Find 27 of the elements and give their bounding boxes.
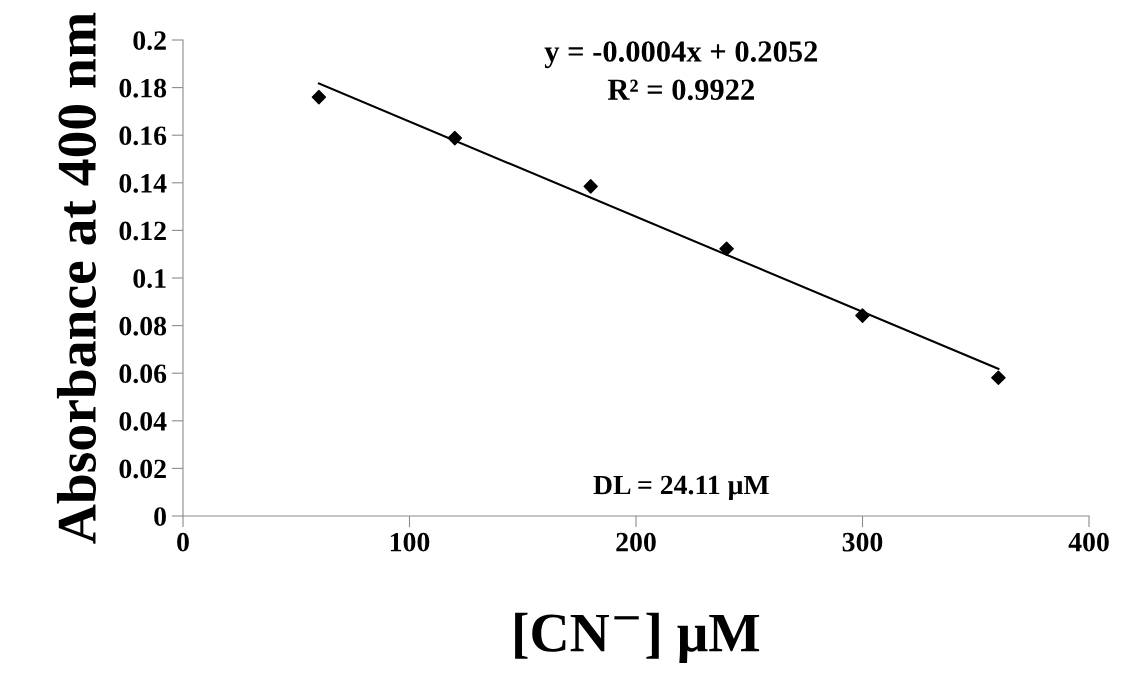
annotation: y = -0.0004x + 0.2052	[544, 41, 818, 69]
y-axis-title: Absorbance at 400 nm	[56, 12, 97, 544]
y-tick-label: 0.08	[119, 316, 167, 336]
y-tick-label: 0.16	[119, 126, 167, 146]
y-tick-label: 0.2	[133, 31, 166, 51]
x-tick-label: 0	[177, 532, 189, 552]
y-tick-label: 0.1	[133, 269, 166, 289]
x-tick-label: 100	[390, 532, 430, 552]
point	[719, 241, 734, 257]
point	[447, 130, 463, 146]
y-tick-label: 0.06	[119, 364, 167, 384]
y-tick-label: 0.02	[119, 459, 166, 479]
point	[991, 370, 1006, 386]
y-tick-label: 0.14	[119, 173, 167, 193]
annotation: R² = 0.9922	[607, 79, 754, 101]
x-tick-label: 200	[616, 532, 656, 552]
y-tick-label: 0	[154, 507, 166, 526]
annotation: DL = 24.11 μM	[593, 475, 769, 501]
y-tick-label: 0.04	[119, 411, 167, 431]
x-tick-label: 300	[842, 532, 883, 552]
point	[311, 89, 327, 105]
point	[855, 308, 870, 323]
x-tick-label: 400	[1068, 532, 1109, 552]
point	[583, 179, 598, 194]
y-tick-label: 0.18	[119, 78, 167, 98]
x-axis-title: [CN$^{−}$] μM	[515, 612, 760, 664]
y-tick-label: 0.12	[119, 221, 166, 241]
